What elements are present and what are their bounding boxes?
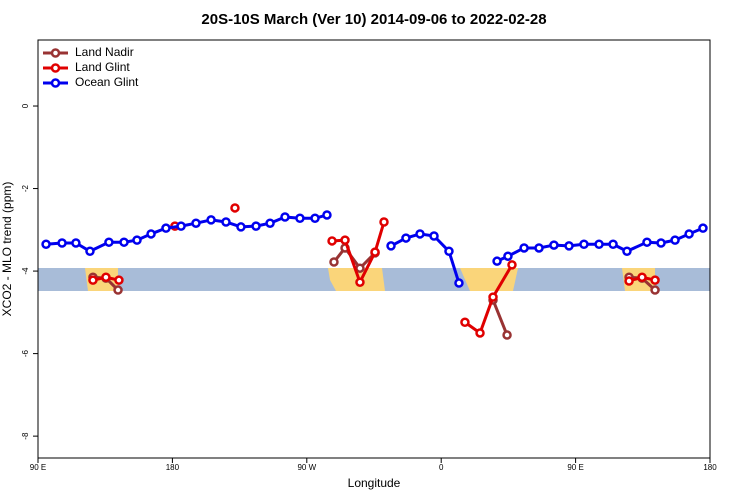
chart-title: 20S-10S March (Ver 10) 2014-09-06 to 202…	[201, 11, 546, 28]
y-tick-label: -6	[21, 350, 30, 358]
data-point	[460, 317, 470, 327]
data-point	[642, 237, 652, 247]
data-point	[637, 272, 647, 283]
legend-label: Ocean Glint	[75, 75, 139, 89]
plot-frame	[37, 39, 711, 459]
data-point	[251, 221, 261, 231]
data-point	[579, 239, 589, 250]
y-axis-label: XCO2 - MLO trend (ppm)	[0, 182, 14, 317]
land-patch	[460, 268, 518, 291]
data-point	[401, 233, 411, 243]
data-point	[161, 223, 171, 233]
data-point	[280, 212, 290, 222]
data-point	[221, 217, 231, 227]
data-point	[534, 243, 544, 253]
data-point	[492, 256, 502, 266]
x-axis-label: Longitude	[348, 476, 401, 490]
data-point	[119, 237, 129, 247]
data-point	[503, 251, 513, 261]
surface-band	[38, 268, 710, 291]
data-point	[265, 218, 275, 228]
x-tick-label: 180	[166, 463, 180, 472]
data-point	[295, 213, 305, 224]
legend-marker	[50, 78, 61, 88]
data-point	[656, 238, 666, 248]
x-tick-label: 90 W	[297, 463, 316, 472]
data-point	[57, 238, 67, 248]
data-point	[329, 257, 339, 267]
x-tick-label: 90 E	[30, 463, 46, 472]
data-point	[322, 210, 332, 220]
x-tick-label: 0	[439, 463, 444, 472]
data-point	[355, 277, 365, 287]
data-point	[101, 272, 111, 283]
data-point	[176, 221, 186, 231]
data-point	[650, 285, 660, 295]
data-point	[340, 235, 350, 245]
data-point	[104, 237, 114, 247]
data-point	[415, 229, 425, 239]
data-point	[622, 246, 632, 257]
x-tick-label: 180	[703, 463, 717, 472]
y-tick-label: 0	[21, 103, 30, 108]
data-point	[355, 263, 365, 273]
y-tick-label: -8	[21, 432, 30, 440]
data-point	[698, 223, 708, 233]
data-point	[502, 330, 512, 340]
data-point	[624, 276, 634, 286]
y-tick-label: -4	[21, 267, 30, 275]
data-point	[41, 239, 51, 250]
legend-marker	[50, 48, 61, 58]
data-point	[379, 217, 389, 227]
series-line	[92, 246, 657, 336]
data-point	[519, 243, 529, 253]
data-point	[650, 275, 660, 285]
legend-label: Land Glint	[75, 60, 130, 74]
data-point	[454, 278, 464, 288]
data-point	[507, 260, 517, 270]
data-point	[132, 235, 142, 245]
data-point	[549, 240, 559, 250]
x-tick-label: 90 E	[567, 463, 583, 472]
data-point	[684, 229, 694, 239]
data-point	[310, 213, 320, 224]
data-point	[236, 222, 246, 232]
data-point	[370, 247, 380, 257]
data-point	[488, 292, 498, 302]
data-point	[88, 275, 98, 285]
data-point	[206, 215, 216, 225]
data-point	[113, 285, 123, 295]
data-point	[146, 229, 156, 239]
data-point	[191, 218, 201, 228]
data-point	[386, 241, 396, 251]
data-point	[670, 235, 680, 245]
data-point	[230, 203, 240, 213]
legend-label: Land Nadir	[75, 45, 134, 59]
data-point	[429, 231, 439, 241]
data-point	[444, 246, 454, 257]
data-point	[85, 246, 95, 257]
data-point	[114, 275, 124, 285]
data-point	[475, 328, 485, 338]
data-point	[608, 239, 618, 250]
data-point	[594, 239, 604, 250]
data-point	[327, 236, 337, 246]
legend-marker	[50, 63, 61, 73]
data-point	[564, 241, 574, 251]
y-tick-label: -2	[21, 184, 30, 192]
data-point	[71, 238, 81, 248]
